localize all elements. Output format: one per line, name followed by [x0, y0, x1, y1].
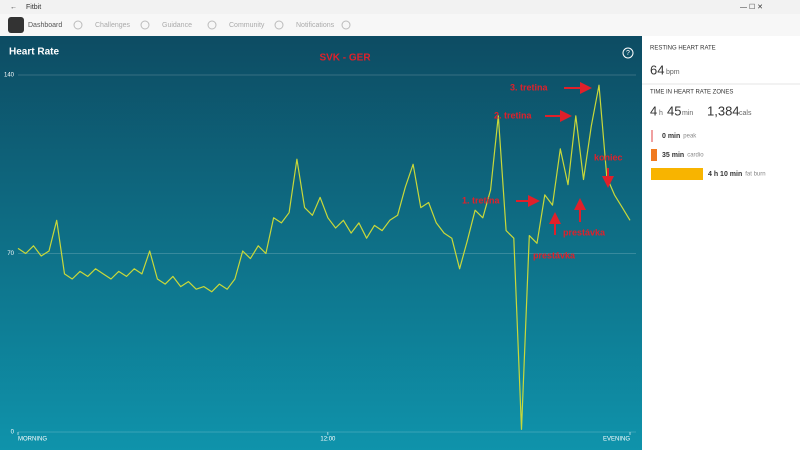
y-tick-label: 0 [11, 430, 15, 436]
resting-value: 64 [650, 62, 664, 77]
back-button[interactable]: ← [10, 4, 17, 11]
annotation: 3. tretina [510, 82, 549, 92]
x-tick-label: EVENING [603, 437, 630, 443]
minutes-unit: min [682, 110, 693, 117]
nav-item[interactable]: Notifications [296, 22, 335, 29]
y-tick-label: 140 [4, 73, 15, 79]
logo[interactable] [8, 17, 24, 33]
help-icon[interactable] [622, 47, 634, 59]
help-icon-mark: ? [626, 50, 630, 57]
annotation: prestávka [533, 250, 576, 260]
cals: 1,384 [707, 103, 740, 118]
y-tick-label: 70 [7, 251, 14, 257]
x-tick-label: 12:00 [320, 437, 336, 443]
nav-item[interactable]: Community [229, 22, 265, 29]
nav-item[interactable]: Guidance [162, 22, 192, 29]
nav-icon[interactable] [274, 20, 284, 30]
annotation: 2. tretina [494, 110, 533, 120]
nav-item[interactable]: Challenges [95, 22, 131, 29]
minutes: 45 [667, 103, 681, 118]
zone-bar [651, 130, 653, 142]
zone-time: 0 min [662, 133, 680, 140]
side-panel [642, 36, 800, 450]
annotation: prestávka [563, 227, 606, 237]
annotation-arrows [516, 82, 614, 235]
plot: 0 70 140 MORNING 12:00 EVENING 3. tretina 2. tr… [4, 73, 636, 443]
chart-title: Heart Rate [9, 47, 59, 58]
hours: 4 [650, 103, 657, 118]
nav-icon[interactable] [341, 20, 351, 30]
annotation: 1. tretina [462, 195, 501, 205]
zone-bar [651, 168, 703, 180]
zone-name: fat burn [745, 172, 765, 178]
heart-rate-line [17, 84, 631, 430]
nav-icon[interactable] [207, 20, 217, 30]
window-controls[interactable]: — ☐ ✕ [740, 3, 763, 11]
zone-name: cardio [687, 153, 704, 159]
resting-unit: bpm [666, 69, 680, 76]
x-tick-label: MORNING [18, 437, 47, 443]
chart-panel [0, 36, 642, 450]
nav-item[interactable]: Dashboard [28, 22, 62, 29]
zones: 0 min peak 35 min cardio 4 h 10 min fat burn [662, 133, 766, 178]
nav-icon[interactable] [73, 20, 83, 30]
resting-title: RESTING HEART RATE [650, 46, 716, 52]
zone-time: 35 min [662, 152, 684, 159]
annotation: koniec [594, 152, 623, 162]
nav-icon[interactable] [140, 20, 150, 30]
nav-bar [0, 14, 800, 36]
title-bar [0, 0, 800, 14]
zone-bar [651, 149, 657, 161]
cals-unit: cals [739, 110, 752, 117]
nav: Dashboard Challenges Guidance Community Noti… [28, 20, 351, 30]
hours-unit: h [659, 110, 663, 117]
zone-time: 4 h 10 min [708, 171, 742, 178]
zones-title: TIME IN HEART RATE ZONES [650, 90, 733, 96]
zone-name: peak [683, 134, 697, 140]
chart-subtitle: SVK - GER [319, 53, 371, 64]
app-title: Fitbit [26, 4, 41, 11]
